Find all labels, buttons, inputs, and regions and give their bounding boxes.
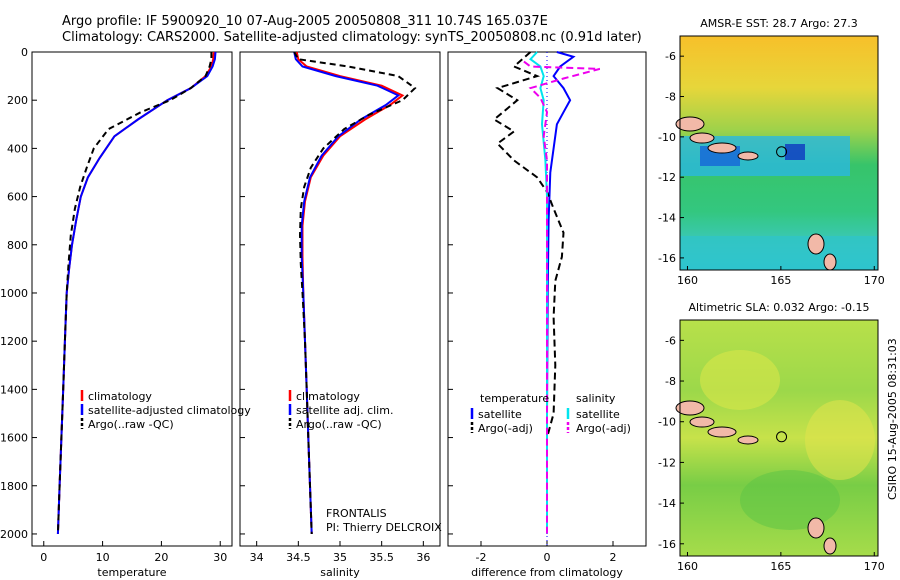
map-y-tick-label: -6 [665,334,676,347]
plot-frame-salinity [239,51,441,547]
map-y-tick-label: -8 [665,91,676,104]
legend-label-temperature: climatology [88,390,152,403]
map-y-tick-label: -16 [658,252,676,265]
map-anomaly [805,400,875,480]
x-tick-label-salinity: 36 [416,551,430,564]
series-line-argo-raw-qc- [56,52,213,535]
legend-label-difference: satellite [576,408,620,421]
series-line-argo-raw-qc- [293,51,417,535]
series-line-climatology [295,51,405,535]
x-tick-label-salinity: 35 [333,551,347,564]
legend-label-difference: Argo(-adj) [576,422,631,435]
x-tick-label-temperature: 20 [154,551,168,564]
map-y-tick-label: -6 [665,50,676,63]
series-line-climatology [56,51,215,535]
map-island [689,132,715,144]
annotation-pi: PI: Thierry DELCROIX [326,521,442,534]
argo-location-marker [776,146,788,158]
series-line-temperature-argo-adj- [492,51,565,534]
argo-location-marker [776,431,788,443]
map-y-tick-label: -14 [658,497,676,510]
title-line-2: Climatology: CARS2000. Satellite-adjuste… [62,30,642,45]
x-tick-label-difference: 0 [544,551,551,564]
y-tick-label: 0 [21,46,28,59]
map-frame-sla [679,319,879,557]
y-tick-label: 1600 [0,432,28,445]
legend-title-temperature: temperature [480,392,549,405]
x-tick-label-salinity: 34.5 [286,551,311,564]
map-island [737,435,759,445]
series-line-salinity-argo-adj- [523,60,601,534]
map-y-tick-label: -8 [665,375,676,388]
annotation-project: FRONTALIS [326,507,387,520]
y-tick-label: 800 [7,239,28,252]
y-tick-label: 600 [7,191,28,204]
legend-label-salinity: climatology [296,390,360,403]
legend-label-temperature: Argo(..raw -QC) [88,418,174,431]
map-title-sla: Altimetric SLA: 0.032 Argo: -0.15 [689,301,870,314]
map-x-tick-label: 160 [677,274,698,287]
map-x-tick-label: 160 [677,560,698,573]
map-island [707,426,737,438]
legend-title-salinity: salinity [576,392,616,405]
map-y-tick-label: -12 [658,456,676,469]
plot-frame-temperature [31,51,233,547]
map-anomaly [700,350,780,410]
legend-label-temperature: satellite-adjusted climatology [88,404,251,417]
map-island [807,517,825,539]
x-axis-label-difference: difference from climatology [471,566,623,579]
map-cold-patch [785,144,805,160]
map-y-tick-label: -10 [658,131,676,144]
map-x-tick-label: 165 [770,274,791,287]
map-island [737,151,759,161]
map-island [675,116,705,132]
x-axis-label-salinity: salinity [320,566,360,579]
series-line-satellite-adj-clim- [293,51,401,535]
map-island [807,233,825,255]
map-sst [675,35,879,271]
series-line-temperature-satellite [546,51,576,534]
series-line-satellite-adjusted-climatology [56,51,217,535]
x-tick-label-difference: -2 [476,551,487,564]
map-island [689,416,715,428]
map-sla [675,319,879,557]
legend-label-salinity: satellite adj. clim. [296,404,393,417]
map-x-tick-label: 170 [864,560,885,573]
map-island [823,253,837,271]
x-axis-label-temperature: temperature [97,566,166,579]
x-tick-label-temperature: 0 [40,551,47,564]
legend-label-salinity: Argo(..raw -QC) [296,418,382,431]
x-tick-label-temperature: 30 [213,551,227,564]
legend-label-difference: satellite [478,408,522,421]
map-island [823,537,837,555]
y-tick-label: 2000 [0,528,28,541]
y-tick-label: 1400 [0,383,28,396]
map-title-sst: AMSR-E SST: 28.7 Argo: 27.3 [700,17,858,30]
map-y-tick-label: -10 [658,416,676,429]
y-tick-label: 1800 [0,480,28,493]
y-tick-label: 400 [7,142,28,155]
x-tick-label-difference: 2 [610,551,617,564]
x-tick-label-salinity: 34 [250,551,264,564]
map-x-tick-label: 170 [864,274,885,287]
map-island [707,142,737,154]
map-y-tick-label: -12 [658,171,676,184]
map-south-band [680,236,878,270]
y-tick-label: 1200 [0,335,28,348]
y-tick-label: 200 [7,94,28,107]
map-y-tick-label: -14 [658,212,676,225]
map-x-tick-label: 165 [770,560,791,573]
map-island [675,400,705,416]
x-tick-label-salinity: 35.5 [369,551,394,564]
x-tick-label-temperature: 10 [96,551,110,564]
map-anomaly [740,470,840,530]
title-line-1: Argo profile: IF 5900920_10 07-Aug-2005 … [62,14,548,29]
legend-label-difference: Argo(-adj) [478,422,533,435]
y-tick-label: 1000 [0,287,28,300]
map-y-tick-label: -16 [658,538,676,551]
map-frame-sst [679,35,879,271]
